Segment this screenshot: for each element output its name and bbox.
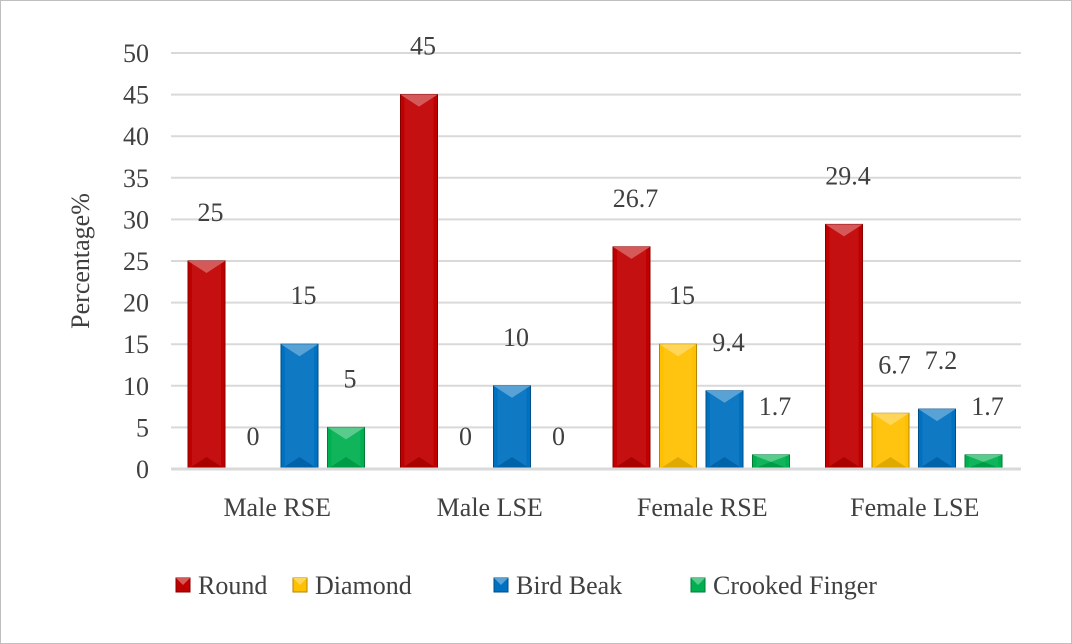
bar-highlight	[497, 385, 527, 469]
bar	[964, 454, 1003, 470]
y-tick-label: 25	[123, 247, 149, 276]
bar-bevel	[752, 454, 790, 462]
bar-bevel-bottom	[825, 457, 863, 469]
legend-swatch-bevel	[494, 578, 508, 585]
legend-label: Crooked Finger	[713, 571, 877, 600]
data-label: 9.4	[712, 328, 745, 357]
bar	[659, 343, 697, 470]
y-tick-label: 40	[123, 122, 149, 151]
bar-bevel-bottom	[659, 457, 697, 469]
bar-bevel	[613, 246, 650, 259]
y-tick-label: 45	[123, 81, 149, 110]
bar-bevel-bottom	[872, 457, 909, 469]
legend-swatch-bevel	[293, 578, 307, 585]
legend-label: Bird Beak	[516, 571, 622, 600]
legend-swatch-bevel	[691, 578, 705, 585]
bar-bevel	[188, 261, 225, 273]
bar-bevel-bottom	[965, 461, 1002, 469]
bar-bevel-bottom	[327, 457, 365, 469]
bar	[400, 94, 438, 470]
bar-bevel	[400, 94, 438, 107]
bar-bevel-bottom	[281, 457, 318, 469]
data-label: 25	[198, 198, 224, 227]
y-tick-label: 35	[123, 164, 149, 193]
bar	[187, 260, 226, 470]
y-tick-label: 50	[123, 39, 149, 68]
x-tick-label: Male RSE	[223, 493, 331, 522]
bar	[705, 390, 744, 470]
bar-bevel	[872, 413, 909, 426]
bar-bevel-bottom	[752, 461, 790, 469]
y-axis-label: Percentage%	[66, 193, 95, 329]
data-label: 26.7	[613, 184, 659, 213]
data-label: 1.7	[759, 392, 792, 421]
data-label: 29.4	[825, 161, 871, 190]
legend-item-crooked-finger: Crooked Finger	[690, 571, 877, 600]
data-label: 45	[410, 32, 436, 61]
bar	[327, 426, 365, 470]
bar-bevel-bottom	[706, 457, 743, 469]
bar	[752, 454, 790, 470]
bar-bevel	[493, 385, 531, 398]
bar-highlight	[617, 246, 646, 469]
bar-bevel	[918, 409, 956, 422]
x-tick-label: Male LSE	[437, 493, 543, 522]
x-tick-label: Female RSE	[637, 493, 768, 522]
bar	[825, 223, 863, 470]
y-tick-label: 15	[123, 330, 149, 359]
bar-highlight	[192, 261, 221, 469]
data-label: 0	[552, 422, 565, 451]
bar-bevel	[706, 390, 743, 403]
y-tick-label: 0	[136, 455, 149, 484]
bar-bevel-bottom	[493, 457, 531, 469]
data-label: 1.7	[971, 392, 1004, 421]
bar-highlight	[285, 344, 314, 469]
bar-bevel	[965, 454, 1002, 462]
data-label: 6.7	[878, 350, 911, 379]
legend-item-round: Round	[175, 571, 267, 600]
data-label: 0	[459, 422, 472, 451]
bar	[612, 246, 651, 470]
legend-label: Diamond	[315, 571, 412, 600]
x-tick-label: Female LSE	[850, 493, 979, 522]
bar-bevel	[327, 427, 365, 440]
bar	[493, 385, 531, 470]
data-label: 15	[291, 281, 317, 310]
bar-bevel	[281, 344, 318, 357]
data-label: 7.2	[925, 346, 958, 375]
bar-bevel	[659, 344, 697, 357]
bar-highlight	[710, 390, 739, 469]
bar	[871, 412, 910, 470]
legend-swatch-bevel	[176, 578, 190, 585]
bar-highlight	[404, 94, 434, 469]
bar-bevel-bottom	[613, 457, 650, 469]
bar-bevel	[825, 224, 863, 237]
legend-label: Round	[198, 571, 267, 600]
data-label: 10	[503, 323, 529, 352]
legend-item-diamond: Diamond	[292, 571, 412, 600]
bar	[280, 343, 319, 470]
y-tick-label: 30	[123, 205, 149, 234]
bar-bevel-bottom	[918, 457, 956, 469]
data-label: 5	[344, 364, 357, 393]
bar	[918, 408, 956, 470]
y-tick-label: 10	[123, 372, 149, 401]
y-tick-label: 5	[136, 413, 149, 442]
bar-bevel-bottom	[188, 457, 225, 469]
bar-highlight	[663, 344, 693, 469]
data-label: 15	[669, 281, 695, 310]
bar-highlight	[829, 224, 859, 469]
y-tick-label: 20	[123, 289, 149, 318]
bar-bevel-bottom	[400, 457, 438, 469]
data-label: 0	[247, 422, 260, 451]
legend-item-bird-beak: Bird Beak	[493, 571, 622, 600]
